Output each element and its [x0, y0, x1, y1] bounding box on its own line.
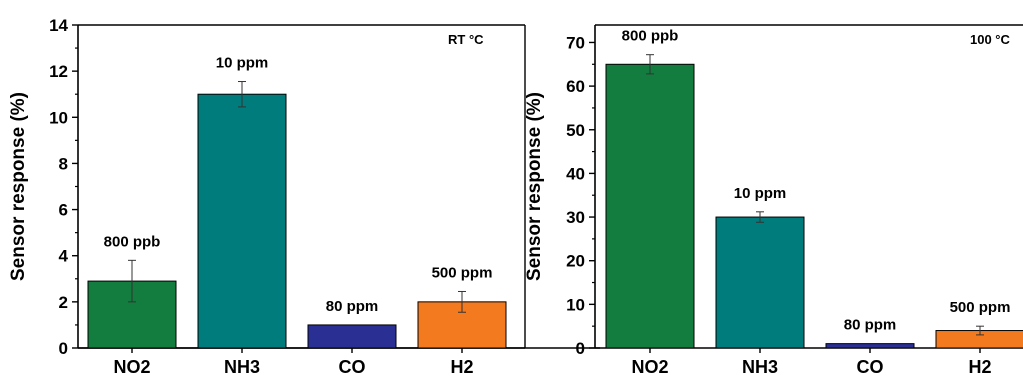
y-axis-title: Sensor response (%): [8, 92, 29, 281]
y-tick-label: 2: [59, 293, 68, 312]
x-tick-label: NH3: [224, 357, 260, 376]
temperature-label: RT °C: [448, 32, 484, 47]
x-tick-label: CO: [857, 357, 884, 376]
bar-no2: [605, 63, 695, 349]
data-label: 500 ppm: [432, 264, 493, 281]
x-tick-label: CO: [339, 357, 366, 376]
y-tick-label: 10: [566, 295, 585, 314]
y-tick-label: 12: [49, 62, 68, 81]
bar-nh3: [715, 216, 805, 349]
bar-co: [825, 343, 915, 349]
data-label: 10 ppm: [734, 185, 787, 202]
y-tick-label: 0: [59, 339, 68, 358]
y-tick-label: 70: [566, 33, 585, 52]
data-label: 80 ppm: [326, 298, 379, 315]
y-tick-label: 0: [576, 339, 585, 358]
x-tick-label: NO2: [113, 357, 150, 376]
y-tick-label: 10: [49, 108, 68, 127]
y-axis-title: Sensor response (%): [524, 92, 545, 281]
data-label: 10 ppm: [216, 55, 269, 72]
x-tick-label: H2: [450, 357, 473, 376]
bar-nh3: [197, 93, 287, 349]
chart-panel-1: 0 2 4 6 8 10 12 14 Sensor response (%) RT °C 800 p…: [8, 16, 600, 376]
x-tick-label: H2: [968, 357, 991, 376]
y-tick-label: 50: [566, 121, 585, 140]
y-tick-label: 20: [566, 252, 585, 271]
y-tick-label: 14: [49, 16, 68, 35]
chart-panel-2: 0 10 20 30 40 50 60 70 Sensor response (%) 100 °C…: [524, 24, 1023, 376]
y-tick-label: 8: [59, 154, 68, 173]
data-label: 800 ppb: [622, 28, 679, 45]
x-tick-label: NO2: [631, 357, 668, 376]
x-tick-label: NH3: [742, 357, 778, 376]
y-tick-label: 6: [59, 201, 68, 220]
y-tick-label: 30: [566, 208, 585, 227]
data-label: 800 ppb: [104, 233, 161, 250]
y-tick-label: 40: [566, 164, 585, 183]
data-label: 500 ppm: [950, 299, 1011, 316]
y-tick-label: 60: [566, 77, 585, 96]
temperature-label: 100 °C: [970, 32, 1011, 47]
bar-co: [307, 324, 397, 349]
data-label: 80 ppm: [844, 317, 897, 334]
y-tick-label: 4: [59, 247, 69, 266]
